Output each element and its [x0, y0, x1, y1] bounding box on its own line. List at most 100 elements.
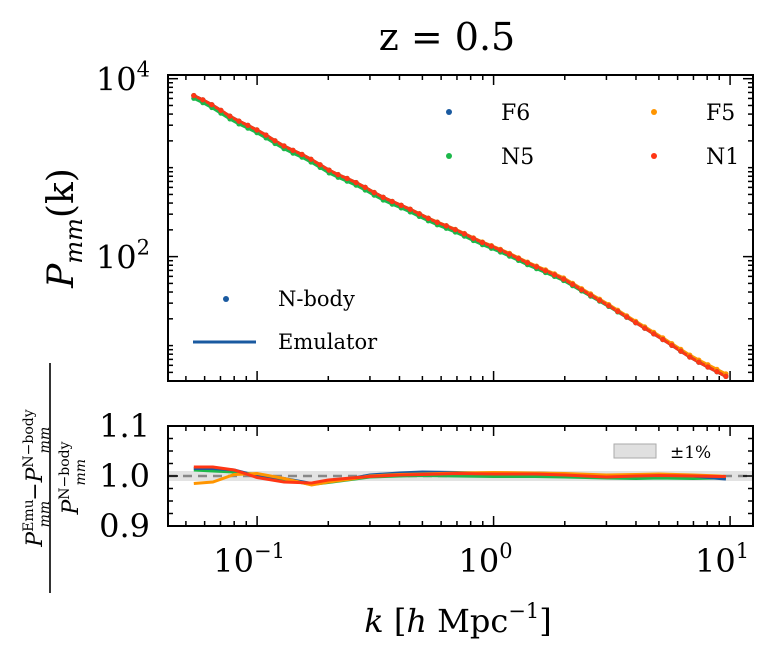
y-tick-label: 0.9 [99, 507, 150, 545]
ylabel-sub: mm [60, 218, 88, 264]
nbody-point-n1 [389, 198, 395, 205]
nbody-point-n1 [542, 268, 549, 274]
nbody-point-n1 [588, 292, 594, 298]
nbody-point-n1 [479, 239, 485, 246]
nbody-point-n1 [660, 336, 666, 343]
nbody-point-n1 [524, 260, 531, 266]
nbody-point-n1 [705, 364, 711, 370]
legend-marker-n1 [651, 153, 657, 159]
nbody-point-n1 [633, 320, 639, 326]
nbody-point-n1 [723, 373, 729, 379]
nbody-point-n1 [281, 143, 287, 149]
y-tick-label: 102 [96, 236, 150, 277]
ratio-num-nbody: N−body [21, 409, 37, 467]
x-tick-label: 101 [695, 539, 749, 580]
nbody-point-n1 [515, 255, 522, 262]
nbody-point-n1 [678, 348, 684, 354]
nbody-point-n1 [209, 102, 215, 108]
nbody-point-n1 [218, 107, 224, 113]
top-series-lines [193, 94, 727, 378]
nbody-point-n1 [443, 223, 449, 229]
band-legend-swatch [613, 443, 657, 459]
nbody-point-n1 [308, 156, 314, 162]
nbody-point-n1 [696, 359, 702, 365]
nbody-point-n1 [452, 227, 458, 233]
nbody-point-n1 [236, 118, 242, 124]
legend-label-f5: F5 [706, 101, 735, 126]
legend-nbody-label: N-body [278, 287, 355, 311]
svg-text:PEmumm−PN−bodymm: PEmumm−PN−bodymm [21, 409, 53, 547]
nbody-point-n1 [272, 138, 278, 144]
top-axis-ticks [168, 75, 753, 382]
series-legend: F6 F5 N5 N1 [446, 101, 739, 170]
nbody-point-n1 [299, 151, 305, 158]
ratio-num-minus: − [23, 482, 48, 500]
bottom-y-tick-labels: 1.1 1.0 0.9 [99, 407, 150, 545]
svg-text:Pmm(k): Pmm(k) [41, 168, 88, 289]
legend-marker-f5 [651, 109, 657, 115]
emulator-line-f6 [193, 94, 727, 378]
nbody-point-n1 [651, 331, 657, 337]
bottom-axis-ticks [168, 425, 753, 527]
nbody-point-n1 [551, 272, 558, 278]
nbody-point-n1 [263, 132, 269, 138]
bottom-y-axis-label: PEmumm−PN−bodymm PN−bodymm [21, 363, 89, 593]
top-y-tick-labels: 104 102 [96, 58, 150, 277]
nbody-point-n1 [353, 180, 359, 186]
top-plot-frame [167, 74, 754, 382]
nbody-point-n1 [407, 206, 413, 212]
top-y-axis-label: Pmm(k) [41, 168, 88, 289]
nbody-point-n1 [434, 219, 440, 225]
nbody-point-n1 [398, 202, 404, 208]
xlabel-k: k [364, 602, 383, 640]
nbody-point-n1 [227, 113, 233, 119]
nbody-point-n1 [470, 235, 476, 241]
ratio-den-mm: mm [73, 459, 89, 486]
ratio-num-emu: Emu [21, 499, 37, 532]
x-axis-label: k [h Mpc−1] [364, 599, 551, 640]
nbody-point-n1 [615, 308, 621, 314]
ratio-num-mm2: mm [37, 427, 53, 454]
nbody-point-n1 [461, 231, 467, 237]
bottom-panel: 1.1 1.0 0.9 10−1 100 101 ±1% PEmumm−PN−bodym… [21, 363, 754, 640]
nbody-point-n1 [597, 297, 603, 303]
legend-label-f6: F6 [501, 101, 530, 126]
ratio-den-nbody: N−body [57, 441, 73, 499]
ratio-series-lines [193, 465, 727, 487]
nbody-point-n1 [371, 190, 377, 196]
nbody-point-n1 [570, 281, 576, 287]
nbody-point-n1 [326, 167, 332, 173]
nbody-point-n1 [290, 147, 296, 153]
nbody-point-n1 [380, 194, 386, 200]
ratio-num-mm1: mm [37, 501, 53, 528]
top-series-points [191, 92, 729, 379]
xlabel-unit: Mpc [437, 602, 508, 640]
xlabel-h: h [406, 602, 427, 640]
xlabel-exp: −1 [508, 599, 539, 623]
legend-dot-marker [223, 296, 229, 302]
nbody-point-n1 [506, 251, 513, 257]
top-panel: 104 102 Pmm(k) F6 F5 N5 N1 N-body Emulator [41, 58, 754, 382]
nbody-point-n1 [416, 211, 422, 217]
nbody-point-n1 [669, 342, 675, 348]
legend-emulator-label: Emulator [278, 330, 378, 354]
nbody-point-n1 [488, 243, 494, 249]
legend-marker-f6 [446, 109, 452, 115]
nbody-point-n1 [254, 127, 260, 133]
nbody-point-n1 [624, 314, 630, 320]
nbody-point-n1 [317, 162, 323, 168]
y-tick-label: 1.0 [99, 457, 150, 495]
y-tick-label: 104 [96, 58, 150, 99]
x-tick-labels: 10−1 100 101 [213, 539, 749, 580]
nbody-point-n1 [606, 303, 612, 309]
legend-marker-n5 [446, 153, 452, 159]
nbody-point-n1 [642, 325, 648, 331]
nbody-point-n1 [344, 175, 350, 182]
nbody-point-n1 [687, 354, 693, 360]
x-tick-label: 100 [459, 539, 513, 580]
nbody-point-n1 [561, 276, 567, 282]
nbody-point-n1 [533, 264, 540, 270]
legend-label-n5: N5 [501, 145, 534, 170]
ylabel-base: P [41, 263, 82, 289]
